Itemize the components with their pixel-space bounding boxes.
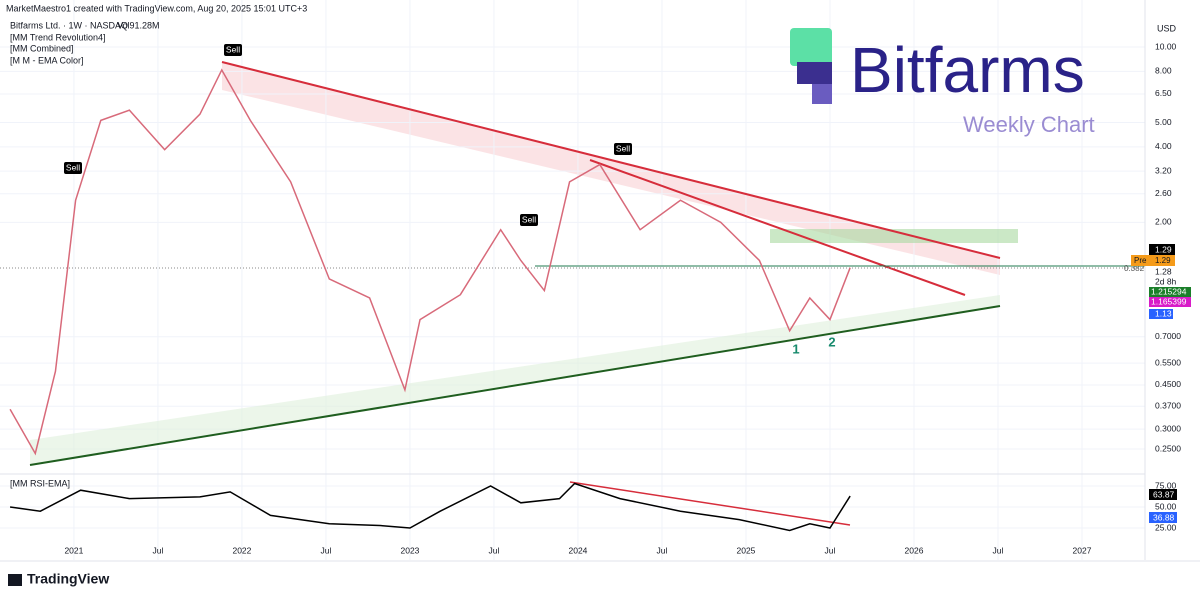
ema-tag xyxy=(1149,297,1191,307)
pre-tag xyxy=(1131,255,1175,266)
x-tick-label: Jul xyxy=(489,545,500,555)
resistance-line xyxy=(589,159,966,296)
sell-tag xyxy=(520,214,538,226)
footer-logo: TradingView xyxy=(8,571,109,587)
y-tick-label: 0.3700 xyxy=(1155,401,1181,411)
series-line xyxy=(9,68,851,456)
ema-tag xyxy=(1149,287,1191,297)
wave-label: 1 xyxy=(792,341,799,356)
ema-value: 1.13 xyxy=(1155,308,1172,318)
logo-subtitle: Weekly Chart xyxy=(963,112,1095,137)
y-tick-label: 0.2500 xyxy=(1155,443,1181,453)
indicator: [MM Combined] xyxy=(10,43,74,53)
x-tick-label: 2025 xyxy=(737,545,756,555)
logo: Bitfarms Weekly Chart xyxy=(790,28,1095,137)
close-price: 1.28 xyxy=(1155,266,1172,276)
y-tick-label: 0.5500 xyxy=(1155,357,1181,367)
sell-label: Sell xyxy=(66,162,80,172)
y-tick-label: 5.00 xyxy=(1155,117,1172,127)
x-tick-label: 2021 xyxy=(64,545,83,555)
y-tick-label: 0.4500 xyxy=(1155,379,1181,389)
sell-label: Sell xyxy=(226,44,240,54)
x-tick-label: 2024 xyxy=(568,545,587,555)
x-tick-label: 2027 xyxy=(1073,545,1092,555)
x-tick-label: Jul xyxy=(152,545,163,555)
target-zone xyxy=(770,229,1018,243)
indicator: [M M - EMA Color] xyxy=(10,55,84,65)
x-tick-label: Jul xyxy=(825,545,836,555)
rsi-trendline xyxy=(569,481,851,526)
y-tick-label: 0.7000 xyxy=(1155,331,1181,341)
support-line xyxy=(29,305,1001,466)
volume: Vol91.28M xyxy=(117,20,160,30)
ema-value: 1.215294 xyxy=(1151,286,1187,296)
x-tick-label: Jul xyxy=(321,545,332,555)
x-tick-label: Jul xyxy=(657,545,668,555)
sell-label: Sell xyxy=(522,214,536,224)
rsi-ema-value: 36.88 xyxy=(1153,512,1175,522)
y-tick-label: 75.00 xyxy=(1155,480,1177,490)
y-tick-label: 0.3000 xyxy=(1155,423,1181,433)
indicator: [MM Trend Revolution4] xyxy=(10,32,106,42)
fib-label: 0.382 xyxy=(1124,264,1145,273)
pre-label: Pre xyxy=(1134,256,1147,265)
symbol: Bitfarms Ltd. · 1W · NASDAQ xyxy=(10,20,128,30)
sell-tag xyxy=(64,162,82,174)
credit: MarketMaestro1 created with TradingView.… xyxy=(6,3,307,13)
rsi-tag xyxy=(1149,512,1177,523)
y-tick-label: 2.60 xyxy=(1155,188,1172,198)
pre-price: 1.29 xyxy=(1155,256,1171,265)
y-tick-label: 6.50 xyxy=(1155,88,1172,98)
x-tick-label: Jul xyxy=(993,545,1004,555)
currency: USD xyxy=(1157,23,1177,33)
y-tick-label: 2.00 xyxy=(1155,217,1172,227)
rsi-value: 63.87 xyxy=(1153,489,1175,499)
ema-value: 1.165399 xyxy=(1151,296,1187,306)
series-line xyxy=(9,482,851,532)
countdown: 2d 8h xyxy=(1155,276,1177,286)
y-tick-label: 25.00 xyxy=(1155,522,1177,532)
sell-tag xyxy=(224,44,242,56)
wave-label: 2 xyxy=(828,334,835,349)
sell-label: Sell xyxy=(616,143,630,153)
x-tick-label: 2022 xyxy=(232,545,251,555)
rsi-tag xyxy=(1149,489,1177,500)
footer-text: TradingView xyxy=(27,571,109,587)
support-zone xyxy=(30,295,1000,465)
y-tick-label: 4.00 xyxy=(1155,141,1172,151)
last-price: 1.29 xyxy=(1155,244,1172,254)
sell-tag xyxy=(614,143,632,155)
x-tick-label: 2026 xyxy=(905,545,924,555)
price-tag xyxy=(1149,244,1175,256)
y-tick-label: 8.00 xyxy=(1155,66,1172,76)
y-tick-label: 10.00 xyxy=(1155,41,1177,51)
y-tick-label: 3.20 xyxy=(1155,165,1172,175)
resistance-line xyxy=(221,61,1001,259)
pane-title: [MM RSI-EMA] xyxy=(10,478,70,488)
logo-name: Bitfarms xyxy=(850,34,1085,106)
x-tick-label: 2023 xyxy=(400,545,419,555)
y-tick-label: 50.00 xyxy=(1155,501,1177,511)
ema-tag xyxy=(1149,309,1173,319)
